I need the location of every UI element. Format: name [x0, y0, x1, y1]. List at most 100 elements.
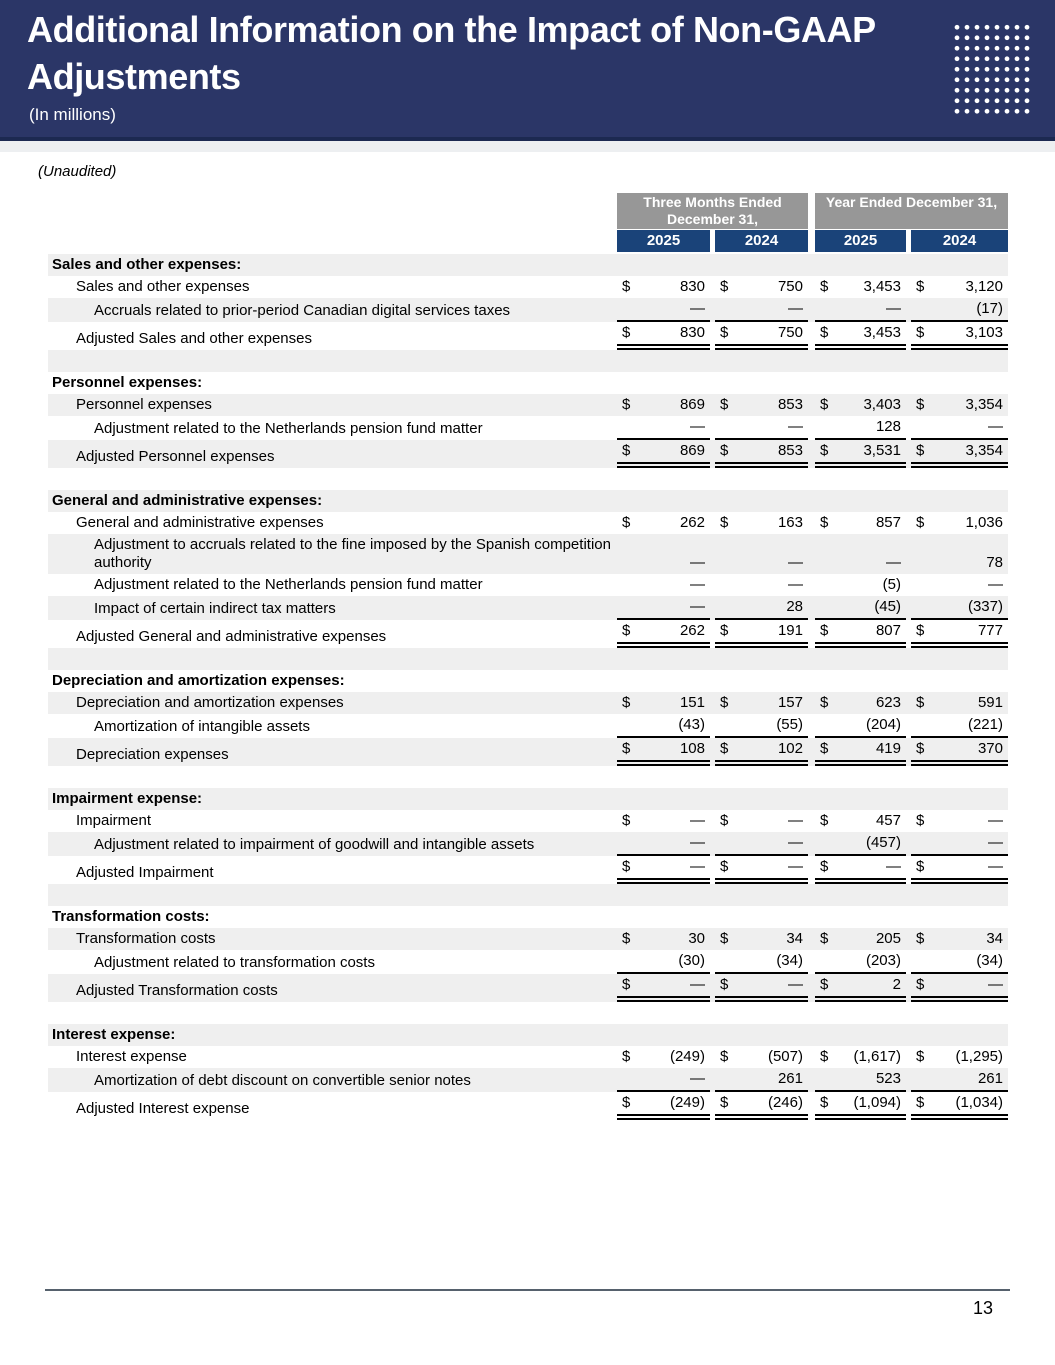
dollar-sign: $	[820, 976, 829, 993]
table-row: Adjustment to accruals related to the fi…	[48, 534, 1008, 574]
dollar-sign: $	[622, 442, 631, 459]
row-label	[48, 1002, 1008, 1024]
value-cell: —	[617, 1068, 710, 1092]
group-gap	[808, 193, 815, 252]
value-text: 3,354	[965, 442, 1003, 459]
value-text: (5)	[882, 576, 901, 593]
dollar-sign: $	[916, 930, 925, 947]
value-text: 3,103	[965, 324, 1003, 341]
value-cell: $3,531	[815, 440, 906, 468]
table-row: Adjusted General and administrative expe…	[48, 620, 1008, 648]
section-header-row: Interest expense:	[48, 1024, 1008, 1046]
value-text: —	[690, 976, 705, 993]
value-cell: $3,354	[911, 394, 1008, 416]
value-cell: $ (1,295)	[911, 1046, 1008, 1068]
dollar-sign: $	[720, 858, 729, 875]
value-text: 3,453	[863, 324, 901, 341]
dollar-sign: $	[720, 976, 729, 993]
col-group-label: Three Months Ended December 31,	[617, 193, 808, 229]
row-label: General and administrative expenses	[76, 514, 324, 531]
dollar-sign: $	[820, 812, 829, 829]
row-label: Accruals related to prior-period Canadia…	[94, 302, 511, 319]
value-text: (34)	[976, 952, 1003, 969]
value-text: 777	[977, 622, 1003, 639]
row-label: Adjustment related to the Netherlands pe…	[94, 420, 483, 437]
value-text: 3,354	[965, 396, 1003, 413]
row-label: Adjusted Sales and other expenses	[76, 330, 312, 347]
table-row: General and administrative expenses $262 $…	[48, 512, 1008, 534]
value-text: —	[690, 300, 705, 317]
value-cell: —	[715, 534, 808, 574]
value-cell: 128	[815, 416, 906, 440]
value-cell: $157	[715, 692, 808, 714]
value-cell: $151	[617, 692, 710, 714]
value-text: —	[788, 812, 803, 829]
table-row: Personnel expenses $869 $853 $3,403 $3,354	[48, 394, 1008, 416]
value-text: (337)	[967, 598, 1003, 615]
value-cell: (5)	[815, 574, 906, 596]
table-row: Interest expense $ (249) $ (507) $ (1,617) $ (1,…	[48, 1046, 1008, 1068]
dollar-sign: $	[622, 930, 631, 947]
value-cell: $370	[911, 738, 1008, 766]
col-group-year-ended: Year Ended December 31, 2025 2024	[815, 193, 1008, 252]
value-text: —	[788, 976, 803, 993]
value-cell: $869	[617, 440, 710, 468]
value-cell: $ —	[715, 810, 808, 832]
value-text: 457	[875, 812, 901, 829]
dollar-sign: $	[720, 622, 729, 639]
value-cell: $ —	[617, 974, 710, 1002]
table-row: Adjustment related to the Netherlands pe…	[48, 574, 1008, 596]
value-cell: $857	[815, 512, 906, 534]
value-cell: (34)	[715, 950, 808, 974]
value-text: 262	[679, 514, 705, 531]
value-text: 205	[875, 930, 901, 947]
value-cell: $262	[617, 620, 710, 648]
value-text: 750	[777, 324, 803, 341]
row-label: Transformation costs:	[52, 908, 210, 925]
table-row: Adjustment related to impairment of good…	[48, 832, 1008, 856]
value-text: —	[788, 834, 803, 851]
page-subtitle: (In millions)	[29, 105, 116, 124]
section-header-row: Sales and other expenses:	[48, 254, 1008, 276]
dollar-sign: $	[916, 442, 925, 459]
table-row: Depreciation expenses $108 $102 $419 $370	[48, 738, 1008, 766]
value-cell: —	[911, 574, 1008, 596]
dollar-sign: $	[622, 324, 631, 341]
table-row: Accruals related to prior-period Canadia…	[48, 298, 1008, 322]
value-text: —	[690, 598, 705, 615]
value-cell: $ (249)	[617, 1092, 710, 1120]
dollar-sign: $	[916, 694, 925, 711]
row-label: Interest expense:	[52, 1026, 176, 1043]
row-label	[48, 648, 1008, 670]
value-cell: $30	[617, 928, 710, 950]
dollar-sign: $	[916, 858, 925, 875]
value-cell: $163	[715, 512, 808, 534]
value-cell: —	[617, 298, 710, 322]
value-cell: 523	[815, 1068, 906, 1092]
value-cell: $3,403	[815, 394, 906, 416]
table-row: Adjusted Impairment $ — $ — $ — $ —	[48, 856, 1008, 884]
value-text: —	[886, 858, 901, 875]
value-cell: $ (507)	[715, 1046, 808, 1068]
value-cell: (55)	[715, 714, 808, 738]
value-cell: $34	[911, 928, 1008, 950]
value-text: —	[886, 300, 901, 317]
year-row: 2025 2024	[815, 230, 1008, 252]
row-label	[48, 350, 1008, 372]
row-label: Adjustment related to impairment of good…	[94, 836, 535, 853]
table-header: Three Months Ended December 31, 2025 202…	[48, 193, 1008, 252]
value-text: 262	[679, 622, 705, 639]
value-text: (43)	[678, 716, 705, 733]
row-label: Sales and other expenses	[76, 278, 250, 295]
value-text: (507)	[767, 1048, 803, 1065]
dollar-sign: $	[720, 740, 729, 757]
value-cell: $3,354	[911, 440, 1008, 468]
value-text: 869	[679, 396, 705, 413]
table-row: Amortization of debt discount on convert…	[48, 1068, 1008, 1092]
value-text: (203)	[865, 952, 901, 969]
value-cell: $777	[911, 620, 1008, 648]
value-text: —	[988, 812, 1003, 829]
dollar-sign: $	[916, 740, 925, 757]
footer-rule	[45, 1289, 1010, 1291]
value-text: 419	[875, 740, 901, 757]
